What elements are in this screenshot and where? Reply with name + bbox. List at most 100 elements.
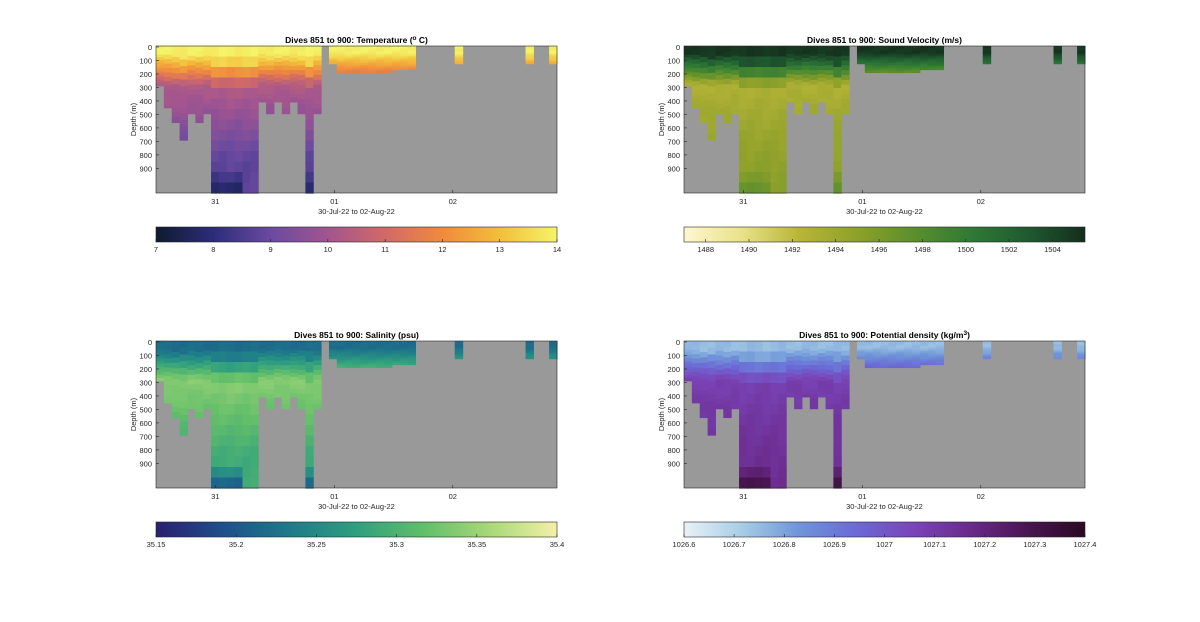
- heatmap-cell: [391, 344, 401, 347]
- heatmap-cell: [1053, 357, 1062, 360]
- heatmap-cell: [809, 360, 819, 366]
- colorbar-tick-label: 35.25: [307, 540, 326, 549]
- heatmap-cell: [833, 404, 842, 416]
- heatmap-cell: [352, 47, 361, 51]
- heatmap-cell: [919, 59, 929, 62]
- heatmap-cell: [982, 54, 992, 57]
- heatmap-cell: [273, 85, 283, 91]
- heatmap-cell: [935, 51, 944, 54]
- heatmap-cell: [549, 342, 558, 345]
- heatmap-cell: [825, 379, 834, 386]
- heatmap-cell: [794, 345, 803, 352]
- heatmap-cells: [684, 46, 1086, 194]
- heatmap-cell: [856, 49, 866, 52]
- heatmap-cell: [313, 94, 322, 100]
- heatmap-cell: [904, 358, 913, 361]
- heatmap-cell: [770, 151, 779, 163]
- heatmap-cell: [266, 84, 275, 91]
- heatmap-cell: [801, 77, 811, 83]
- heatmap-cell: [313, 341, 322, 347]
- heatmap-cell: [289, 93, 299, 99]
- heatmap-cell: [723, 95, 732, 102]
- heatmap-cell: [305, 182, 314, 194]
- heatmap-cell: [684, 363, 693, 368]
- heatmap-cell: [211, 161, 220, 173]
- heatmap-cell: [258, 49, 267, 55]
- heatmap-cell: [234, 46, 243, 58]
- heatmap-cell: [801, 348, 811, 354]
- heatmap-cell: [384, 51, 393, 55]
- heatmap-cell: [281, 345, 291, 352]
- heatmap-cell: [156, 48, 165, 53]
- heatmap-cell: [368, 363, 377, 367]
- heatmap-cell: [179, 388, 188, 396]
- heatmap-cell: [399, 342, 409, 345]
- heatmap-cell: [856, 348, 866, 351]
- heatmap-cell: [384, 344, 393, 348]
- heatmap-cell: [211, 467, 220, 479]
- heatmap-cell: [454, 349, 464, 352]
- heatmap-cell: [211, 88, 220, 100]
- y-tick-label: 0: [676, 43, 680, 52]
- heatmap-cell: [896, 346, 905, 350]
- heatmap-cell: [684, 346, 693, 351]
- heatmap-cell: [801, 53, 811, 59]
- y-tick-label: 400: [667, 97, 680, 106]
- heatmap-cell: [454, 344, 464, 347]
- heatmap-cell: [258, 73, 267, 79]
- heatmap-cell: [825, 389, 834, 395]
- heatmap-cell: [754, 435, 764, 447]
- heatmap-cell: [250, 372, 259, 384]
- heatmap-cell: [1053, 53, 1062, 56]
- heatmap-cell: [809, 79, 819, 86]
- heatmap-cell: [281, 355, 291, 361]
- heatmap-cell: [368, 342, 377, 346]
- heatmap-cell: [163, 103, 173, 109]
- colorbar-tick-label: 1026.6: [673, 540, 696, 549]
- heatmap-cell: [691, 371, 701, 377]
- heatmap-cell: [187, 355, 196, 361]
- heatmap-cell: [770, 393, 779, 405]
- heatmap-cell: [266, 384, 275, 390]
- heatmap-cell: [746, 372, 756, 384]
- heatmap-cell: [281, 79, 291, 86]
- heatmap-cell: [187, 345, 196, 352]
- heatmap-cell: [163, 389, 173, 395]
- heatmap-cell: [399, 347, 409, 350]
- heatmap-cell: [179, 59, 188, 67]
- heatmap-cell: [305, 88, 314, 100]
- heatmap-cell: [770, 477, 779, 489]
- heatmap-cell: [305, 172, 314, 184]
- heatmap-cell: [778, 67, 787, 79]
- heatmap-cell: [754, 182, 764, 194]
- heatmap-cell: [344, 356, 354, 359]
- heatmap-cell: [336, 359, 346, 363]
- heatmap-cell: [156, 341, 165, 345]
- heatmap-cell: [250, 130, 259, 142]
- heatmap-cell: [691, 380, 701, 386]
- heatmap-cell: [904, 342, 913, 346]
- heatmap-cell: [187, 65, 196, 71]
- heatmap-cell: [525, 57, 534, 60]
- heatmap-cell: [786, 73, 795, 79]
- heatmap-cell: [226, 46, 236, 58]
- heatmap-cell: [927, 362, 937, 366]
- heatmap-cell: [344, 359, 354, 363]
- heatmap-cell: [856, 357, 866, 360]
- heatmap-cell: [723, 384, 732, 391]
- heatmap-cell: [368, 47, 377, 51]
- heatmap-cell: [723, 373, 732, 380]
- heatmap-cell: [731, 365, 740, 371]
- heatmap-cell: [171, 95, 181, 102]
- heatmap-cell: [203, 384, 212, 390]
- heatmap-cell: [880, 61, 889, 64]
- heatmap-cell: [691, 68, 701, 74]
- heatmap-cell: [904, 47, 913, 51]
- heatmap-cell: [888, 350, 897, 353]
- heatmap-cell: [525, 348, 534, 351]
- heatmap-cell: [384, 49, 393, 53]
- heatmap-cell: [707, 46, 716, 54]
- heatmap-cell: [454, 348, 464, 351]
- heatmap-cell: [809, 398, 819, 405]
- heatmap-cell: [731, 79, 740, 86]
